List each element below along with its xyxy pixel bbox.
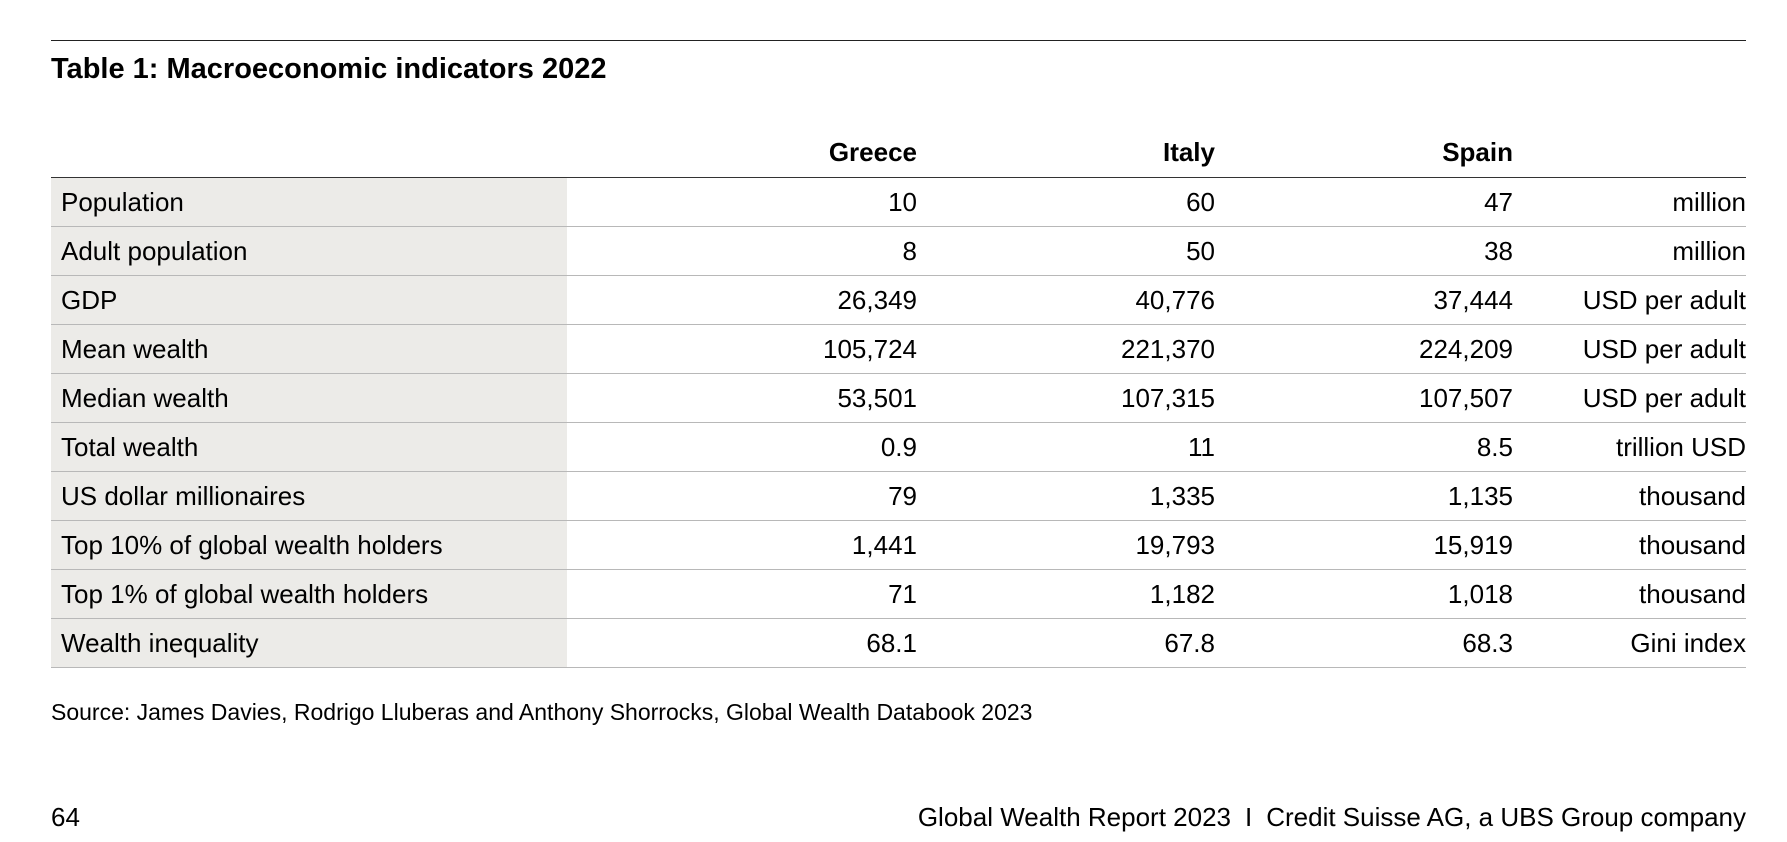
table-row: Top 1% of global wealth holders 71 1,182… [51,569,1746,619]
row-label: Population [51,177,567,227]
cell-spain: 38 [1215,226,1513,276]
table-row: Adult population 8 50 38 million [51,226,1746,276]
cell-greece: 10 [567,177,917,227]
cell-italy: 67.8 [917,618,1215,668]
cell-spain: 107,507 [1215,373,1513,423]
cell-italy: 107,315 [917,373,1215,423]
column-header-greece: Greece [567,127,917,178]
cell-greece: 8 [567,226,917,276]
cell-unit: Gini index [1513,618,1746,668]
report-name: Global Wealth Report 2023 [917,802,1231,832]
cell-spain: 47 [1215,177,1513,227]
cell-unit: thousand [1513,471,1746,521]
table-header-row: Greece Italy Spain [51,127,1746,178]
cell-unit: million [1513,226,1746,276]
publisher-name: Credit Suisse AG, a UBS Group company [1266,802,1746,832]
cell-spain: 68.3 [1215,618,1513,668]
cell-italy: 1,335 [917,471,1215,521]
table-row: Mean wealth 105,724 221,370 224,209 USD … [51,324,1746,374]
page-number: 64 [51,802,80,832]
cell-spain: 1,135 [1215,471,1513,521]
column-header-label [51,127,567,178]
column-header-unit [1513,127,1746,178]
cell-spain: 37,444 [1215,275,1513,325]
cell-greece: 79 [567,471,917,521]
macro-indicators-table: Greece Italy Spain Population 10 60 47 m… [51,127,1746,668]
row-label: Adult population [51,226,567,276]
cell-italy: 1,182 [917,569,1215,619]
table-row: Population 10 60 47 million [51,177,1746,227]
cell-unit: million [1513,177,1746,227]
cell-italy: 11 [917,422,1215,472]
row-label: US dollar millionaires [51,471,567,521]
cell-italy: 50 [917,226,1215,276]
table-title: Table 1: Macroeconomic indicators 2022 [51,53,607,85]
table-row: Top 10% of global wealth holders 1,441 1… [51,520,1746,570]
cell-greece: 105,724 [567,324,917,374]
cell-unit: USD per adult [1513,373,1746,423]
cell-spain: 224,209 [1215,324,1513,374]
row-label: Wealth inequality [51,618,567,668]
table-row: Median wealth 53,501 107,315 107,507 USD… [51,373,1746,423]
cell-unit: trillion USD [1513,422,1746,472]
row-label: Total wealth [51,422,567,472]
cell-greece: 53,501 [567,373,917,423]
running-footer: Global Wealth Report 2023 I Credit Suisse … [918,800,1746,834]
cell-greece: 71 [567,569,917,619]
row-label: Top 10% of global wealth holders [51,520,567,570]
cell-spain: 15,919 [1215,520,1513,570]
table-row: US dollar millionaires 79 1,335 1,135 th… [51,471,1746,521]
cell-greece: 1,441 [567,520,917,570]
row-label: Mean wealth [51,324,567,374]
cell-greece: 26,349 [567,275,917,325]
cell-italy: 60 [917,177,1215,227]
column-header-italy: Italy [917,127,1215,178]
column-header-spain: Spain [1215,127,1513,178]
footer-separator: I [1244,802,1253,832]
table-row: Total wealth 0.9 11 8.5 trillion USD [51,422,1746,472]
cell-spain: 8.5 [1215,422,1513,472]
cell-greece: 0.9 [567,422,917,472]
cell-unit: USD per adult [1513,324,1746,374]
cell-unit: thousand [1513,520,1746,570]
cell-italy: 221,370 [917,324,1215,374]
source-note: Source: James Davies, Rodrigo Lluberas a… [51,699,1033,725]
row-label: GDP [51,275,567,325]
row-label: Median wealth [51,373,567,423]
table-row: Wealth inequality 68.1 67.8 68.3 Gini in… [51,618,1746,668]
row-label: Top 1% of global wealth holders [51,569,567,619]
cell-unit: thousand [1513,569,1746,619]
top-rule [51,40,1746,41]
table-row: GDP 26,349 40,776 37,444 USD per adult [51,275,1746,325]
cell-italy: 19,793 [917,520,1215,570]
cell-unit: USD per adult [1513,275,1746,325]
cell-greece: 68.1 [567,618,917,668]
cell-italy: 40,776 [917,275,1215,325]
cell-spain: 1,018 [1215,569,1513,619]
